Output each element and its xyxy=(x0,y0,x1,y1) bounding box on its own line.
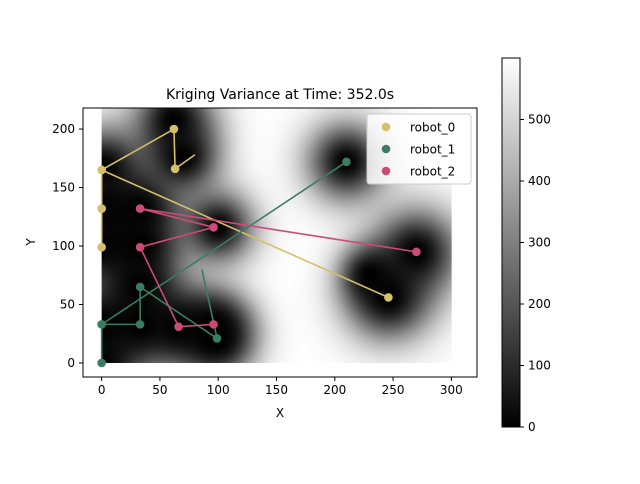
legend-marker-robot_1 xyxy=(381,144,391,154)
robot_1-point xyxy=(212,334,222,343)
robot_2-point xyxy=(412,247,421,257)
legend-label-robot_0: robot_0 xyxy=(410,121,455,135)
robot_0-point xyxy=(97,242,106,252)
colorbar-tick-label: 300 xyxy=(528,236,551,250)
robot_0-point xyxy=(170,164,180,174)
x-tick-label: 250 xyxy=(382,383,405,397)
colorbar: 0 100 200 300 400 500 xyxy=(501,57,551,434)
y-tick-label: 150 xyxy=(52,181,75,195)
robot_2-point xyxy=(135,204,145,213)
robot_2-point xyxy=(209,320,218,329)
legend-marker-robot_0 xyxy=(381,122,391,132)
x-tick-label: 50 xyxy=(152,383,167,397)
y-axis: 0 50 100 150 200 xyxy=(52,122,83,370)
y-tick-label: 200 xyxy=(52,122,75,136)
robot_0-point xyxy=(97,165,106,175)
robot_0-point xyxy=(97,204,106,213)
x-tick-label: 300 xyxy=(440,383,463,397)
legend-label-robot_2: robot_2 xyxy=(410,165,455,179)
chart-title: Kriging Variance at Time: 352.0s xyxy=(166,87,394,103)
legend-label-robot_1: robot_1 xyxy=(410,143,455,157)
colorbar-ticks: 0 100 200 300 400 500 xyxy=(520,113,551,434)
robot_2-point xyxy=(209,222,218,232)
x-tick-label: 100 xyxy=(207,383,230,397)
y-tick-label: 0 xyxy=(67,356,75,370)
y-tick-label: 50 xyxy=(60,297,75,311)
colorbar-tick-label: 400 xyxy=(528,174,551,188)
colorbar-tick-label: 500 xyxy=(528,113,551,127)
robot_1-point xyxy=(135,282,145,292)
colorbar-tick-label: 100 xyxy=(528,359,551,373)
colorbar-gradient xyxy=(501,57,521,428)
y-axis-label: Y xyxy=(24,238,38,247)
legend-box xyxy=(366,113,472,185)
legend-marker-robot_2 xyxy=(381,166,391,176)
y-tick-label: 100 xyxy=(52,239,75,253)
x-axis: 0 50 100 150 200 250 300 xyxy=(98,377,463,397)
x-tick-label: 0 xyxy=(98,383,106,397)
robot_1-point xyxy=(97,320,106,329)
x-axis-label: X xyxy=(276,406,284,420)
robot_1-point xyxy=(135,320,145,329)
robot_2-point xyxy=(135,242,145,252)
colorbar-tick-label: 0 xyxy=(528,420,536,434)
x-tick-label: 150 xyxy=(265,383,288,397)
robot-points xyxy=(97,124,421,368)
legend: robot_0 robot_1 robot_2 xyxy=(366,113,472,185)
robot_2-point xyxy=(174,322,183,332)
robot_2-path xyxy=(138,207,417,328)
robot_1-point xyxy=(342,157,351,167)
robot_1-point xyxy=(97,358,106,368)
robot_0-point xyxy=(384,293,393,302)
x-tick-label: 200 xyxy=(323,383,346,397)
robot_0-point xyxy=(169,124,179,134)
plot-frame xyxy=(82,107,478,378)
colorbar-tick-label: 200 xyxy=(528,297,551,311)
